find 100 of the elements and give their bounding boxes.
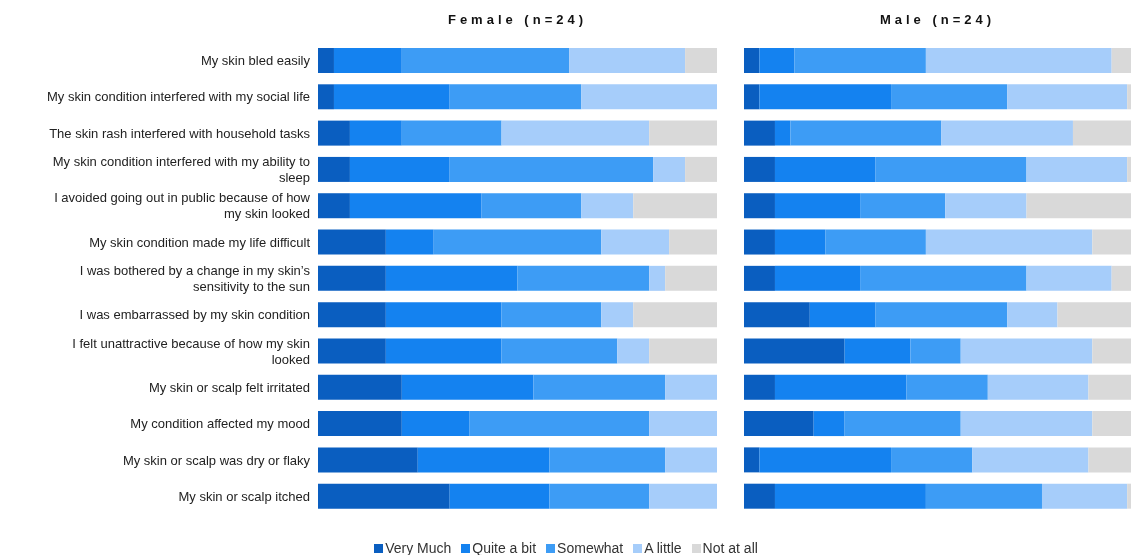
y-tick-label: I was embarrassed by my skin condition: [79, 306, 310, 322]
bar: [617, 338, 650, 364]
legend-label: Not at all: [702, 540, 758, 555]
bar: [318, 84, 334, 110]
bar: [665, 447, 717, 473]
bar: [744, 120, 775, 146]
bar: [860, 193, 946, 219]
bar: [759, 48, 795, 73]
bar: [925, 229, 1093, 255]
y-tick-label: I was bothered by a change in my skin’s sensitivity to the sun: [79, 262, 311, 294]
bar: [349, 156, 450, 182]
bar: [744, 229, 775, 255]
bar: [744, 302, 810, 328]
bar: [972, 447, 1089, 473]
bar: [318, 48, 334, 73]
y-tick-label: My condition affected my mood: [130, 415, 310, 431]
y-tick-label: My skin or scalp was dry or flaky: [122, 452, 311, 468]
y-tick-label: My skin condition made my life difficult: [89, 234, 311, 250]
bar: [318, 411, 402, 437]
bar: [844, 411, 961, 437]
bar: [318, 447, 418, 473]
bar: [318, 120, 350, 146]
bar: [744, 48, 760, 73]
bar: [318, 156, 350, 182]
bar: [1111, 265, 1131, 291]
bar: [744, 411, 814, 437]
bar: [417, 447, 550, 473]
bar: [759, 447, 892, 473]
bar: [349, 193, 482, 219]
y-tick-label: My skin bled easily: [200, 52, 311, 68]
bar: [744, 156, 775, 182]
bar: [481, 193, 582, 219]
y-tick-label: I felt unattractive because of how my skin looked: [72, 335, 310, 367]
bar: [1026, 265, 1112, 291]
bar: [401, 48, 570, 73]
bar: [653, 156, 686, 182]
bar: [601, 302, 634, 328]
bar: [825, 229, 926, 255]
bar: [649, 411, 717, 437]
bar: [1092, 411, 1131, 437]
bar: [906, 374, 988, 400]
bar: [649, 265, 666, 291]
bar: [633, 193, 717, 219]
bar: [549, 483, 650, 509]
bar: [318, 338, 386, 364]
bar: [649, 483, 717, 509]
bar: [601, 229, 670, 255]
bar: [401, 120, 502, 146]
bar: [333, 84, 450, 110]
bar: [744, 338, 845, 364]
bar: [449, 84, 582, 110]
bar: [744, 265, 775, 291]
bar: [774, 483, 926, 509]
bar: [318, 229, 386, 255]
bar: [875, 156, 1027, 182]
y-tick-label: I avoided going out in public because of how my skin looked: [54, 189, 311, 221]
bar: [318, 302, 386, 328]
bar: [744, 483, 775, 509]
y-tick-label: My skin condition interfered with my social life: [47, 88, 310, 104]
bar: [633, 302, 717, 328]
bar: [1088, 374, 1131, 400]
bar: [945, 193, 1027, 219]
bar: [809, 302, 876, 328]
bar: [385, 265, 518, 291]
bar: [669, 229, 717, 255]
bar: [318, 483, 450, 509]
bar: [449, 483, 550, 509]
bar: [744, 193, 775, 219]
bar: [1026, 156, 1128, 182]
bar: [860, 265, 1027, 291]
bar: [685, 48, 717, 73]
bar: [774, 229, 826, 255]
bar: [385, 229, 434, 255]
bar: [649, 120, 717, 146]
bar: [349, 120, 402, 146]
bar: [744, 374, 775, 400]
bar: [685, 156, 717, 182]
bar: [333, 48, 402, 73]
bar: [433, 229, 602, 255]
bar: [533, 374, 666, 400]
bar: [960, 338, 1093, 364]
bar: [501, 338, 618, 364]
bar: [385, 338, 502, 364]
bar: [318, 265, 386, 291]
bar: [665, 374, 717, 400]
bar: [581, 84, 717, 110]
bar: [1092, 338, 1131, 364]
bar: [401, 411, 470, 437]
y-tick-label: My skin condition interfered with my ability to sleep: [52, 153, 310, 185]
bar: [549, 447, 666, 473]
bar: [569, 48, 686, 73]
legend-label: Somewhat: [557, 540, 624, 555]
bar: [1092, 229, 1131, 255]
legend-label: A little: [644, 540, 682, 555]
bar: [1111, 48, 1131, 73]
y-tick-label: The skin rash interfered with household tasks: [49, 125, 311, 141]
bar: [1026, 193, 1131, 219]
bar: [774, 120, 791, 146]
bar: [649, 338, 717, 364]
bar: [385, 302, 502, 328]
